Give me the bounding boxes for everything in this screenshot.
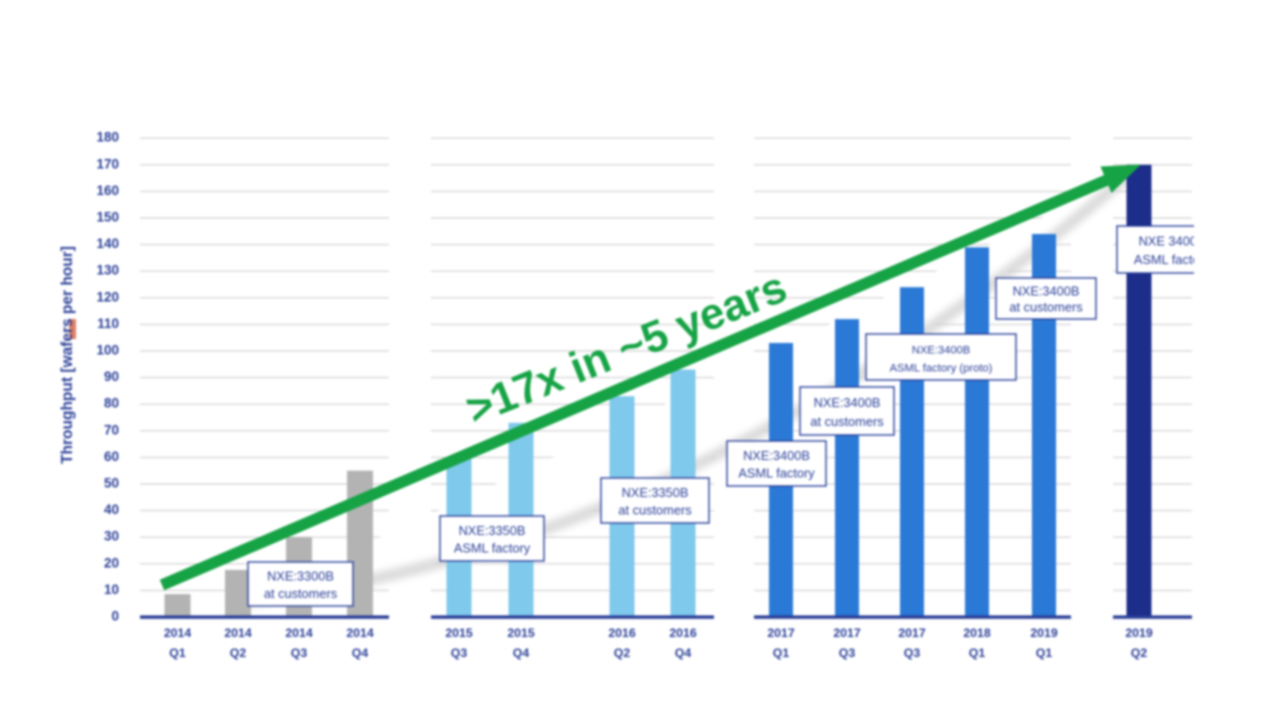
svg-text:110: 110 [97, 316, 119, 331]
svg-text:40: 40 [104, 502, 119, 517]
svg-text:70: 70 [104, 422, 119, 437]
svg-text:130: 130 [96, 263, 119, 278]
svg-text:2018: 2018 [963, 626, 991, 640]
svg-text:150: 150 [96, 210, 119, 225]
svg-text:140: 140 [96, 236, 119, 251]
svg-text:Throughput [wafers per hour]: Throughput [wafers per hour] [59, 246, 76, 464]
svg-text:2014: 2014 [346, 626, 374, 640]
svg-text:Q1: Q1 [1036, 646, 1053, 660]
svg-text:10: 10 [104, 582, 119, 597]
svg-text:2016: 2016 [669, 626, 697, 640]
svg-text:20: 20 [104, 555, 119, 570]
svg-text:Q4: Q4 [513, 646, 530, 660]
svg-text:160: 160 [96, 183, 119, 198]
svg-text:2015: 2015 [445, 626, 473, 640]
svg-text:NXE:3350B: NXE:3350B [622, 485, 689, 500]
svg-text:80: 80 [104, 396, 119, 411]
svg-text:100: 100 [96, 343, 119, 358]
svg-text:ASML factory (proto): ASML factory (proto) [890, 362, 993, 374]
svg-text:at customers: at customers [1009, 300, 1082, 315]
svg-text:ASML factory: ASML factory [738, 466, 815, 481]
svg-text:Q1: Q1 [169, 646, 186, 660]
svg-text:Q2: Q2 [614, 646, 631, 660]
svg-text:Q2: Q2 [1131, 646, 1148, 660]
svg-text:at customers: at customers [810, 414, 883, 429]
svg-text:180: 180 [96, 130, 119, 145]
svg-text:2014: 2014 [164, 626, 192, 640]
svg-text:2017: 2017 [833, 626, 861, 640]
svg-text:2015: 2015 [507, 626, 535, 640]
svg-text:120: 120 [96, 289, 119, 304]
svg-text:Q3: Q3 [839, 646, 856, 660]
svg-text:0: 0 [111, 609, 119, 624]
svg-text:NXE:3400B: NXE:3400B [743, 448, 810, 463]
svg-text:30: 30 [104, 529, 119, 544]
svg-text:2014: 2014 [224, 626, 252, 640]
svg-text:Q3: Q3 [291, 646, 308, 660]
svg-text:Q3: Q3 [904, 646, 921, 660]
svg-text:NXE:3400B: NXE:3400B [912, 344, 970, 356]
svg-text:NXE:3400B: NXE:3400B [814, 395, 881, 410]
svg-text:90: 90 [104, 369, 119, 384]
svg-text:170: 170 [96, 156, 119, 171]
svg-text:at customers: at customers [618, 503, 691, 518]
svg-text:Q4: Q4 [352, 646, 369, 660]
svg-text:50: 50 [104, 476, 119, 491]
svg-text:Q2: Q2 [230, 646, 247, 660]
svg-text:at customers: at customers [264, 586, 337, 601]
svg-text:2014: 2014 [285, 626, 313, 640]
svg-text:ASML factory: ASML factory [1134, 252, 1211, 267]
svg-text:2017: 2017 [767, 626, 795, 640]
svg-text:Q1: Q1 [773, 646, 790, 660]
svg-text:Q4: Q4 [675, 646, 692, 660]
svg-text:60: 60 [104, 449, 119, 464]
svg-text:NXE 3400B: NXE 3400B [1139, 234, 1206, 249]
svg-text:NXE:3300B: NXE:3300B [267, 569, 334, 584]
svg-text:NXE:3350B: NXE:3350B [459, 523, 526, 538]
svg-text:Q3: Q3 [451, 646, 468, 660]
svg-text:2016: 2016 [608, 626, 636, 640]
svg-text:2019: 2019 [1030, 626, 1058, 640]
svg-text:ASML factory: ASML factory [454, 541, 531, 556]
svg-text:2017: 2017 [898, 626, 926, 640]
svg-text:Q1: Q1 [969, 646, 986, 660]
svg-text:NXE:3400B: NXE:3400B [1013, 284, 1080, 299]
svg-text:2019: 2019 [1125, 626, 1153, 640]
